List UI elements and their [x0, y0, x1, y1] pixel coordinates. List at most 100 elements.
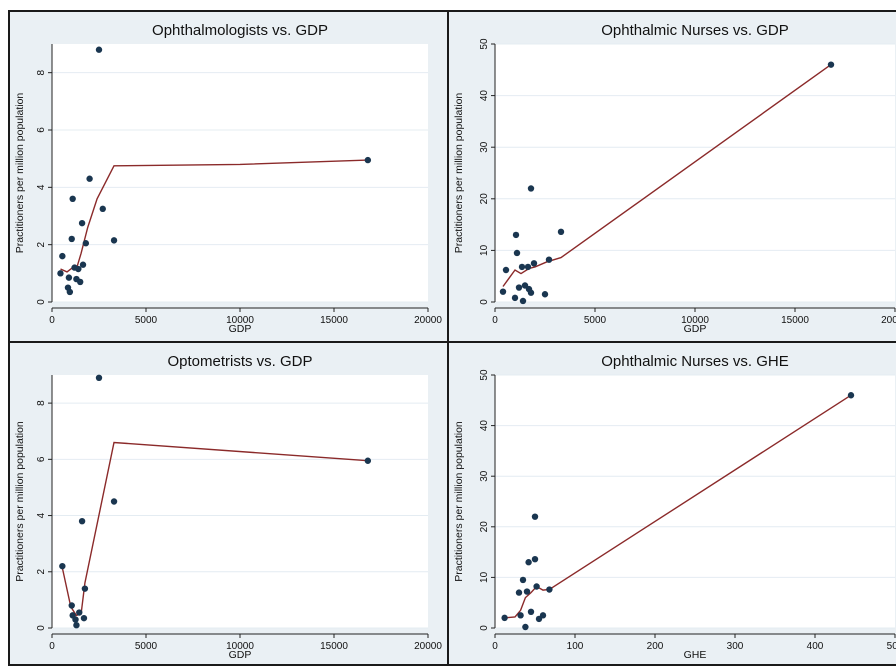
data-point: [847, 392, 855, 399]
x-tick-label: 100: [567, 641, 584, 652]
data-point: [545, 256, 553, 263]
y-tick-label: 6: [36, 456, 47, 462]
data-point: [75, 265, 82, 273]
data-point: [59, 252, 66, 260]
x-tick-label: 0: [492, 315, 498, 326]
data-point: [68, 602, 75, 609]
chart-svg: Ophthalmologists vs. GDP 0 2 4 6 8 0 5000 10000 1…: [14, 22, 442, 335]
y-tick-label: 2: [36, 241, 47, 247]
data-point: [519, 576, 527, 584]
data-point: [546, 586, 553, 593]
x-axis-label: GHE: [684, 649, 707, 661]
data-point: [76, 609, 83, 616]
data-point: [527, 608, 535, 616]
data-point: [519, 297, 527, 305]
y-tick-label: 40: [479, 420, 490, 432]
y-tick-label: 4: [36, 512, 47, 518]
y-tick-label: 8: [36, 69, 47, 75]
data-point: [69, 195, 76, 202]
data-point: [530, 260, 538, 267]
data-point: [364, 457, 372, 464]
x-tick-label: 20000: [414, 641, 442, 652]
x-tick-label: 0: [49, 315, 55, 326]
data-point: [65, 274, 73, 281]
data-point: [527, 185, 535, 192]
y-tick-label: 30: [479, 141, 490, 153]
data-point: [511, 294, 519, 302]
y-tick-label: 20: [479, 521, 490, 533]
chart-panel-3: Optometrists vs. GDP 0 2 4 6 8 0 5000 10000 15000…: [8, 341, 449, 666]
data-point: [523, 588, 531, 595]
data-point: [78, 517, 86, 525]
plot-area: [52, 375, 428, 628]
data-point: [72, 616, 79, 623]
data-point: [522, 623, 529, 631]
data-point: [80, 614, 88, 622]
y-axis-label: Practitioners per million population: [14, 93, 26, 254]
data-point: [79, 261, 87, 268]
x-tick-label: 300: [727, 641, 744, 652]
data-point: [499, 288, 507, 295]
chart-svg: Optometrists vs. GDP 0 2 4 6 8 0 5000 10000 15000…: [14, 353, 442, 661]
y-axis-label: Practitioners per million population: [453, 421, 465, 582]
data-point: [110, 498, 118, 505]
y-tick-label: 10: [479, 244, 490, 256]
x-axis-label: GDP: [229, 323, 252, 335]
data-point: [524, 263, 532, 271]
data-point: [517, 612, 524, 619]
chart-panel-4: Ophthalmic Nurses vs. GHE 0 10 20 30 40 50 0 100…: [447, 341, 896, 666]
data-point: [533, 583, 540, 590]
x-tick-label: 15000: [320, 641, 348, 652]
y-tick-label: 8: [36, 400, 47, 406]
chart-panel-2: Ophthalmic Nurses vs. GDP 0 10 20 30 40 50 0 500…: [447, 10, 896, 343]
x-tick-label: 15000: [320, 315, 348, 326]
y-axis-label: Practitioners per million population: [14, 421, 26, 582]
x-tick-label: 10000: [681, 315, 709, 326]
data-point: [68, 235, 75, 243]
data-point: [541, 291, 549, 298]
data-point: [512, 231, 520, 239]
data-point: [95, 374, 103, 382]
data-point: [99, 205, 106, 213]
data-point: [77, 278, 84, 286]
x-tick-label: 400: [807, 641, 824, 652]
plot-area: [495, 375, 895, 628]
y-tick-label: 4: [36, 184, 47, 190]
chart-title: Optometrists vs. GDP: [167, 353, 312, 370]
x-tick-label: 5000: [135, 641, 158, 652]
chart-svg: Ophthalmic Nurses vs. GDP 0 10 20 30 40 50 0 500…: [453, 22, 896, 335]
data-point: [364, 156, 372, 164]
chart-title: Ophthalmic Nurses vs. GDP: [601, 22, 789, 39]
y-tick-label: 20: [479, 193, 490, 205]
data-point: [527, 289, 535, 296]
x-tick-label: 200: [647, 641, 664, 652]
data-point: [557, 228, 565, 236]
y-tick-label: 0: [36, 625, 47, 631]
y-tick-label: 50: [479, 38, 490, 50]
y-tick-label: 50: [479, 369, 490, 381]
fit-line: [502, 64, 832, 287]
data-point: [515, 589, 523, 596]
y-tick-label: 10: [479, 571, 490, 583]
data-point: [59, 562, 66, 570]
x-tick-label: 20000: [881, 315, 896, 326]
x-tick-label: 5000: [135, 315, 158, 326]
y-tick-label: 0: [36, 299, 47, 305]
data-point: [513, 249, 521, 257]
y-tick-label: 30: [479, 470, 490, 482]
data-point: [531, 513, 539, 520]
x-tick-label: 0: [49, 641, 55, 652]
data-point: [73, 621, 80, 629]
data-point: [110, 237, 118, 244]
y-tick-label: 2: [36, 569, 47, 575]
y-axis-label: Practitioners per million population: [453, 93, 465, 254]
plot-area: [52, 44, 428, 302]
data-point: [57, 270, 64, 277]
chart-title: Ophthalmic Nurses vs. GHE: [601, 353, 789, 370]
plot-area: [495, 44, 895, 302]
data-point: [66, 288, 74, 296]
x-tick-label: 10000: [226, 315, 254, 326]
data-point: [81, 585, 89, 592]
